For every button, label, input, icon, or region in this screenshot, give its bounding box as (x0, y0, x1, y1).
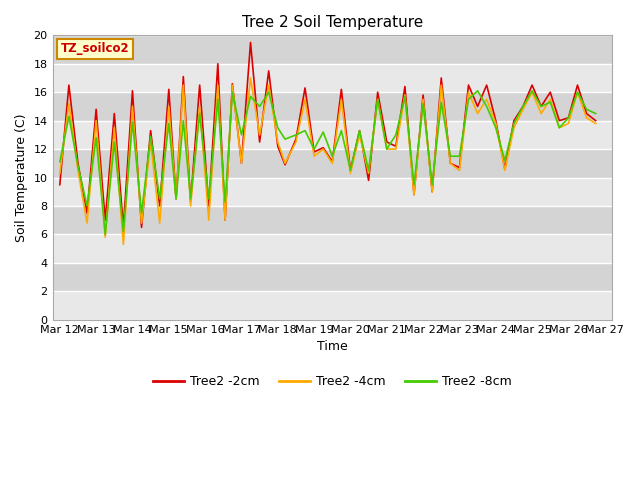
Bar (52, 234, 612, 263)
Bar (52, 64, 612, 92)
Bar (52, 206, 612, 234)
Bar (52, 120, 612, 149)
Bar (52, 263, 612, 291)
Bar (52, 36, 612, 64)
Title: Tree 2 Soil Temperature: Tree 2 Soil Temperature (242, 15, 423, 30)
Bar (52, 92, 612, 120)
Bar (52, 291, 612, 320)
Text: TZ_soilco2: TZ_soilco2 (61, 42, 129, 56)
Bar (52, 178, 612, 206)
Bar (52, 149, 612, 178)
Y-axis label: Soil Temperature (C): Soil Temperature (C) (15, 113, 28, 242)
X-axis label: Time: Time (317, 340, 348, 353)
Legend: Tree2 -2cm, Tree2 -4cm, Tree2 -8cm: Tree2 -2cm, Tree2 -4cm, Tree2 -8cm (148, 370, 516, 393)
